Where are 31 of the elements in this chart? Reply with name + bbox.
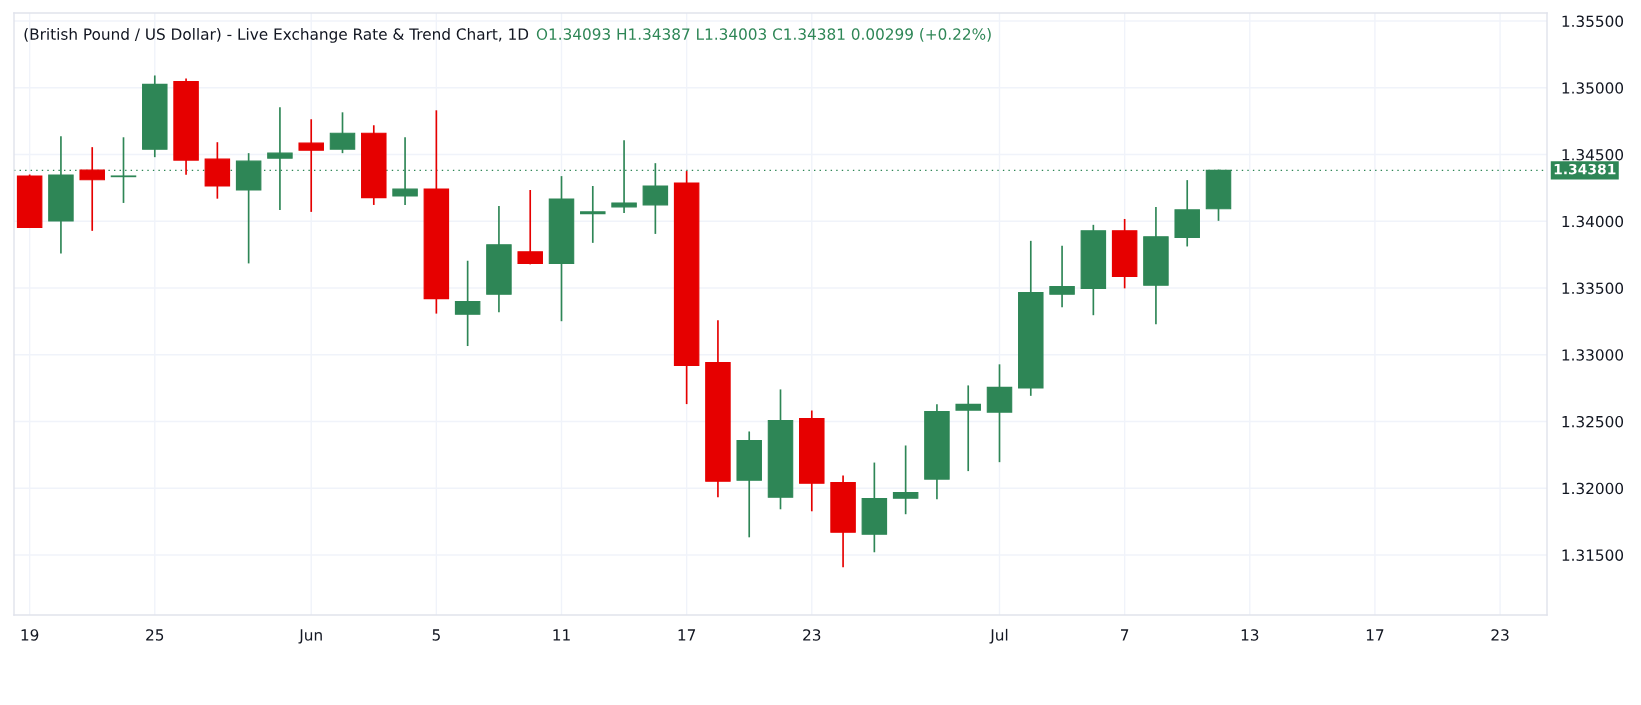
x-tick-label: 7 bbox=[1121, 629, 1129, 641]
ref-line-label: 1.34381 bbox=[1554, 163, 1616, 175]
x-tick-label: 5 bbox=[432, 629, 440, 641]
candlestick bbox=[454, 259, 481, 347]
x-tick-label: 17 bbox=[678, 629, 696, 641]
candlestick bbox=[1049, 244, 1075, 309]
y-tick-label: 1.35500 bbox=[1562, 15, 1624, 28]
x-tick-label: 17 bbox=[1366, 629, 1384, 641]
x-tick-label: 25 bbox=[146, 629, 164, 641]
x-tick-label: 11 bbox=[553, 629, 570, 641]
candlestick bbox=[298, 118, 324, 213]
x-tick-label: Jul bbox=[989, 628, 1008, 644]
y-tick-label: 1.32500 bbox=[1562, 415, 1624, 428]
x-tick-label: Jun bbox=[298, 629, 322, 644]
x-tick-label: 19 bbox=[21, 629, 39, 641]
y-tick-label: 1.33000 bbox=[1562, 349, 1624, 361]
text: (British Pound / US Dollar) - Live Exchange Rate & Trend Chart, 1D bbox=[24, 28, 529, 43]
candlestick bbox=[580, 185, 606, 244]
y-tick-label: 1.34500 bbox=[1562, 148, 1624, 161]
text: O1.34093 H1.34387 L1.34003 C1.34381 0.00299 (+0.22%) bbox=[536, 28, 991, 42]
y-tick-label: 1.31500 bbox=[1562, 549, 1624, 561]
candlestick bbox=[892, 444, 919, 516]
candlestick bbox=[79, 146, 105, 232]
y-tick-label: 1.33500 bbox=[1562, 282, 1624, 294]
y-tick-label: 1.35000 bbox=[1562, 82, 1624, 94]
y-tick-label: 1.32000 bbox=[1562, 482, 1624, 495]
y-tick-label: 1.34000 bbox=[1562, 215, 1624, 228]
candlestick bbox=[955, 384, 981, 472]
x-tick-label: 13 bbox=[1241, 629, 1259, 641]
x-tick-label: 23 bbox=[1491, 629, 1509, 641]
x-tick-label: 23 bbox=[803, 629, 821, 641]
